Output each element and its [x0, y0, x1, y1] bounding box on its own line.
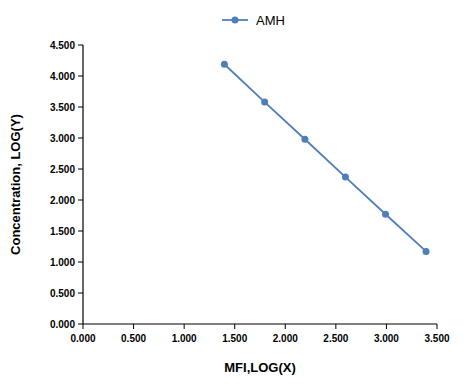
y-tick [78, 107, 83, 108]
x-tick-label: 0.500 [121, 333, 146, 344]
plot-area [221, 61, 430, 255]
x-axis [83, 323, 437, 324]
y-tick-label: 2.500 [50, 164, 75, 175]
y-tick-label: 1.000 [50, 257, 75, 268]
y-tick-label: 3.000 [50, 133, 75, 144]
x-tick [386, 324, 387, 329]
y-tick-label: 4.500 [50, 40, 75, 51]
x-tick [133, 324, 134, 329]
y-tick [78, 45, 83, 46]
x-tick [83, 324, 84, 329]
legend-label: AMH [256, 13, 285, 28]
x-tick-label: 2.000 [273, 333, 298, 344]
y-tick [78, 76, 83, 77]
x-tick [437, 324, 438, 329]
data-point [261, 99, 268, 106]
y-tick [78, 200, 83, 201]
y-tick [78, 324, 83, 325]
x-tick [335, 324, 336, 329]
x-tick [285, 324, 286, 329]
y-tick-label: 0.000 [50, 319, 75, 330]
y-tick [78, 293, 83, 294]
x-axis-title: MFI,LOG(X) [224, 360, 296, 375]
y-tick-label: 1.500 [50, 226, 75, 237]
data-point [342, 174, 349, 181]
y-tick [78, 169, 83, 170]
x-tick-label: 3.500 [424, 333, 449, 344]
y-tick-label: 0.500 [50, 288, 75, 299]
data-point [221, 61, 228, 68]
y-axis-title: Concentration, LOG(Y) [8, 114, 23, 255]
chart: 0.000 0.500 1.000 1.500 2.000 2.500 3.000 3.500… [0, 0, 469, 392]
data-point [382, 211, 389, 218]
data-point [423, 248, 430, 255]
y-tick [78, 231, 83, 232]
x-tick-label: 1.000 [172, 333, 197, 344]
y-tick-label: 3.500 [50, 102, 75, 113]
y-tick-label: 2.000 [50, 195, 75, 206]
y-tick-label: 4.000 [50, 71, 75, 82]
data-point [301, 136, 308, 143]
x-tick [184, 324, 185, 329]
x-tick-label: 1.500 [222, 333, 247, 344]
y-axis [82, 45, 83, 324]
x-tick-label: 2.500 [323, 333, 348, 344]
x-tick [234, 324, 235, 329]
x-tick-label: 3.000 [374, 333, 399, 344]
x-tick-label: 0.000 [70, 333, 95, 344]
y-tick [78, 138, 83, 139]
series-line [224, 64, 426, 251]
legend-marker [232, 17, 239, 24]
y-tick [78, 262, 83, 263]
